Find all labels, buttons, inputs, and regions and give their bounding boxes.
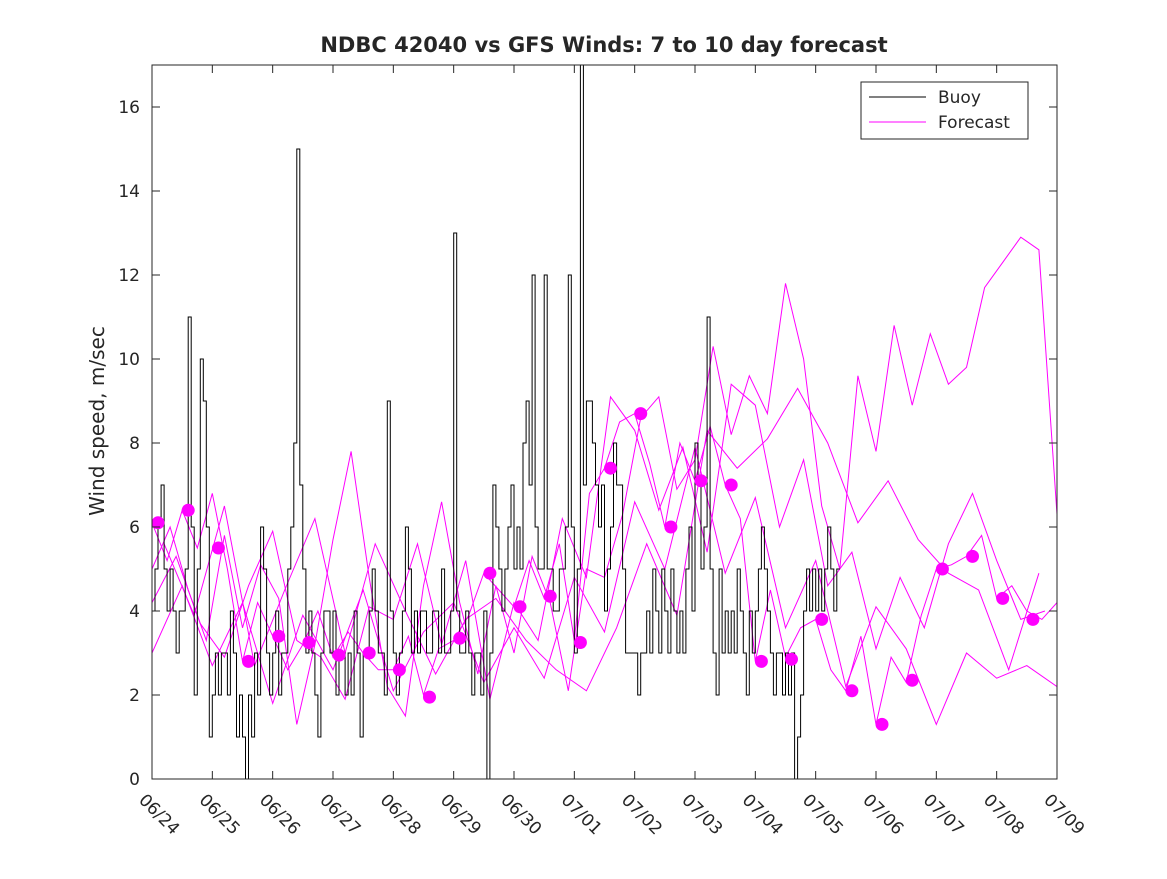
legend-label-buoy: Buoy <box>938 88 981 108</box>
forecast-marker <box>302 636 316 649</box>
forecast-marker <box>181 503 195 517</box>
forecast-marker <box>453 631 467 645</box>
forecast-marker <box>151 516 165 530</box>
y-axis-label: Wind speed, m/sec <box>85 326 109 516</box>
legend-box <box>860 81 1029 140</box>
legend: Buoy Forecast <box>860 81 1029 140</box>
forecast-marker <box>815 612 829 626</box>
forecast-marker <box>604 461 617 475</box>
legend-label-forecast: Forecast <box>938 113 1010 133</box>
forecast-marker <box>694 474 708 488</box>
y-tick-label: 8 <box>129 434 140 454</box>
y-tick-label: 2 <box>129 686 140 706</box>
forecast-marker <box>211 541 225 555</box>
forecast-marker <box>664 520 678 534</box>
forecast-marker <box>423 690 436 704</box>
y-tick-label: 16 <box>118 98 140 118</box>
forecast-marker <box>483 566 497 580</box>
plot-area <box>151 65 1057 779</box>
forecast-marker <box>573 636 587 649</box>
forecast-marker <box>785 652 798 666</box>
forecast-marker <box>905 673 919 687</box>
forecast-line-4 <box>152 447 1057 726</box>
y-tick-label: 10 <box>118 350 140 370</box>
forecast-marker <box>966 549 979 563</box>
forecast-marker <box>392 663 406 677</box>
forecast-marker <box>513 600 527 614</box>
y-tick-label: 12 <box>118 266 140 286</box>
forecast-marker <box>875 717 889 731</box>
forecast-marker <box>996 591 1010 605</box>
forecast-marker <box>1026 612 1040 626</box>
y-tick-label: 6 <box>129 518 140 538</box>
forecast-marker <box>362 646 376 660</box>
forecast-marker <box>935 562 949 576</box>
forecast-marker <box>332 648 346 662</box>
y-tick-label: 14 <box>118 182 140 202</box>
forecast-marker <box>754 654 768 668</box>
forecast-marker <box>634 407 648 421</box>
forecast-marker <box>845 684 859 698</box>
y-tick-label: 4 <box>129 602 140 622</box>
forecast-marker <box>724 478 738 492</box>
buoy-line <box>152 65 840 779</box>
forecast-marker <box>272 629 286 643</box>
y-tick-label: 0 <box>129 770 140 790</box>
axes-frame <box>151 64 1058 780</box>
forecast-marker <box>242 654 255 668</box>
forecast-line-5 <box>163 387 1040 692</box>
forecast-marker <box>543 589 557 603</box>
chart-title: NDBC 42040 vs GFS Winds: 7 to 10 day for… <box>320 33 887 57</box>
